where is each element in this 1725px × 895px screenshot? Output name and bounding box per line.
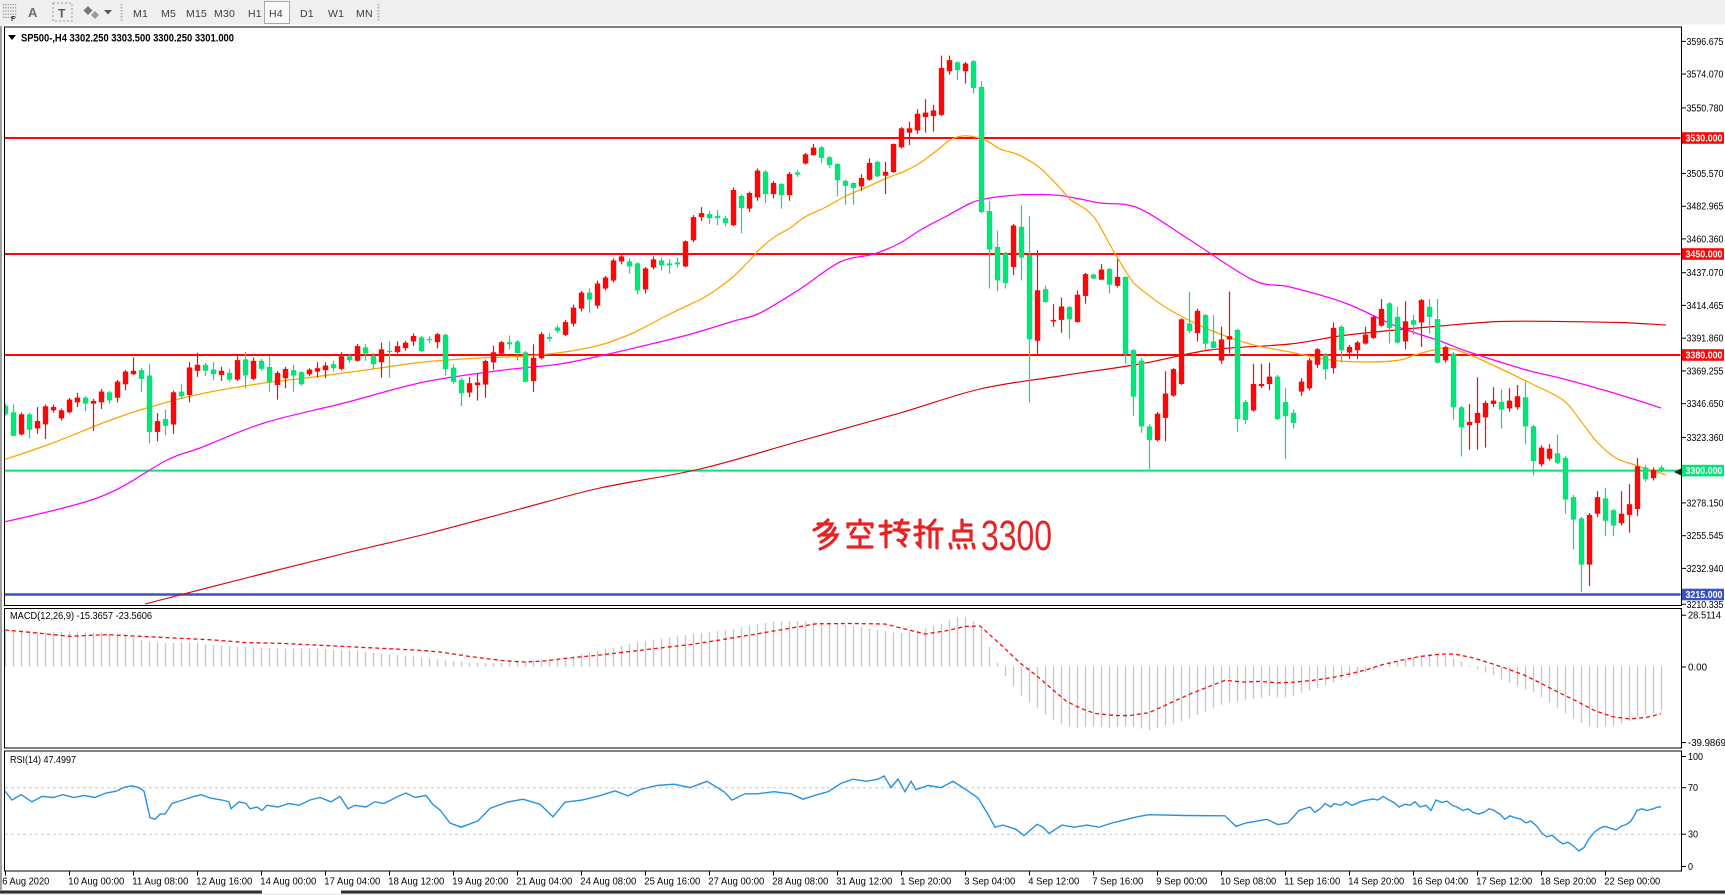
svg-text:3300.000: 3300.000 [1686,466,1723,477]
svg-text:H4: H4 [269,8,283,20]
svg-text:3215.000: 3215.000 [1686,590,1723,601]
svg-text:D1: D1 [300,8,314,20]
svg-text:18 Aug 12:00: 18 Aug 12:00 [388,877,444,888]
svg-text:70: 70 [1688,783,1698,794]
svg-text:A: A [28,5,38,20]
svg-text:3574.070: 3574.070 [1687,70,1724,81]
svg-text:19 Aug 20:00: 19 Aug 20:00 [452,877,508,888]
svg-text:3232.940: 3232.940 [1687,564,1724,575]
svg-text:17 Sep 12:00: 17 Sep 12:00 [1476,877,1532,888]
svg-text:MN: MN [356,8,373,20]
svg-text:3369.255: 3369.255 [1687,366,1724,377]
svg-text:1 Sep 20:00: 1 Sep 20:00 [900,877,951,888]
svg-text:27 Aug 00:00: 27 Aug 00:00 [708,877,764,888]
svg-text:7 Sep 16:00: 7 Sep 16:00 [1092,877,1143,888]
svg-text:6 Aug 2020: 6 Aug 2020 [2,877,49,888]
svg-text:3210.335: 3210.335 [1687,600,1724,611]
svg-text:21 Aug 04:00: 21 Aug 04:00 [516,877,572,888]
svg-text:0.00: 0.00 [1688,663,1707,674]
svg-text:M30: M30 [214,8,235,20]
svg-text:SP500-,H4 3302.250 3303.500 3: SP500-,H4 3302.250 3303.500 3300.250 330… [21,33,234,45]
svg-text:100: 100 [1688,752,1703,763]
svg-text:28.5114: 28.5114 [1688,611,1721,622]
svg-text:24 Aug 08:00: 24 Aug 08:00 [580,877,636,888]
svg-text:3391.860: 3391.860 [1687,334,1724,345]
svg-text:14 Aug 00:00: 14 Aug 00:00 [260,877,316,888]
svg-text:3 Sep 04:00: 3 Sep 04:00 [964,877,1015,888]
svg-text:9 Sep 00:00: 9 Sep 00:00 [1156,877,1207,888]
svg-text:MACD(12,26,9) -15.3657 -23.560: MACD(12,26,9) -15.3657 -23.5606 [10,610,152,622]
svg-text:30: 30 [1688,830,1698,841]
svg-text:RSI(14) 47.4997: RSI(14) 47.4997 [10,754,76,766]
svg-text:31 Aug 12:00: 31 Aug 12:00 [836,877,892,888]
svg-text:W1: W1 [328,8,344,20]
svg-text:3278.150: 3278.150 [1687,498,1724,509]
svg-text:10 Aug 00:00: 10 Aug 00:00 [68,877,124,888]
svg-text:3255.545: 3255.545 [1687,531,1724,542]
svg-text:11 Sep 16:00: 11 Sep 16:00 [1284,877,1340,888]
svg-text:T: T [58,7,66,21]
svg-text:-39.9869: -39.9869 [1688,738,1725,749]
svg-text:3450.000: 3450.000 [1686,250,1723,261]
svg-text:3380.000: 3380.000 [1686,351,1723,362]
svg-text:3505.570: 3505.570 [1687,169,1724,180]
svg-text:3346.650: 3346.650 [1687,399,1724,410]
svg-text:3460.360: 3460.360 [1687,234,1724,245]
svg-text:3596.675: 3596.675 [1687,37,1724,48]
svg-text:12 Aug 16:00: 12 Aug 16:00 [196,877,252,888]
svg-text:3300: 3300 [981,512,1052,560]
svg-text:H1: H1 [248,8,262,20]
svg-text:3323.360: 3323.360 [1687,433,1724,444]
svg-text:22 Sep 00:00: 22 Sep 00:00 [1604,877,1660,888]
svg-text:17 Aug 04:00: 17 Aug 04:00 [324,877,380,888]
svg-text:4 Sep 12:00: 4 Sep 12:00 [1028,877,1079,888]
svg-text:25 Aug 16:00: 25 Aug 16:00 [644,877,700,888]
svg-text:3414.465: 3414.465 [1687,301,1724,312]
svg-text:18 Sep 20:00: 18 Sep 20:00 [1540,877,1596,888]
svg-text:0: 0 [1688,862,1693,873]
svg-text:3437.070: 3437.070 [1687,268,1724,279]
svg-text:14 Sep 20:00: 14 Sep 20:00 [1348,877,1404,888]
svg-text:3530.000: 3530.000 [1686,134,1723,145]
svg-text:28 Aug 08:00: 28 Aug 08:00 [772,877,828,888]
svg-text:10 Sep 08:00: 10 Sep 08:00 [1220,877,1276,888]
svg-text:11 Aug 08:00: 11 Aug 08:00 [132,877,188,888]
svg-text:16 Sep 04:00: 16 Sep 04:00 [1412,877,1468,888]
svg-text:M15: M15 [186,8,207,20]
svg-text:F: F [11,16,16,23]
svg-text:3482.965: 3482.965 [1687,202,1724,213]
svg-text:M1: M1 [133,8,148,20]
svg-text:3550.780: 3550.780 [1687,103,1724,114]
svg-text:M5: M5 [161,8,176,20]
